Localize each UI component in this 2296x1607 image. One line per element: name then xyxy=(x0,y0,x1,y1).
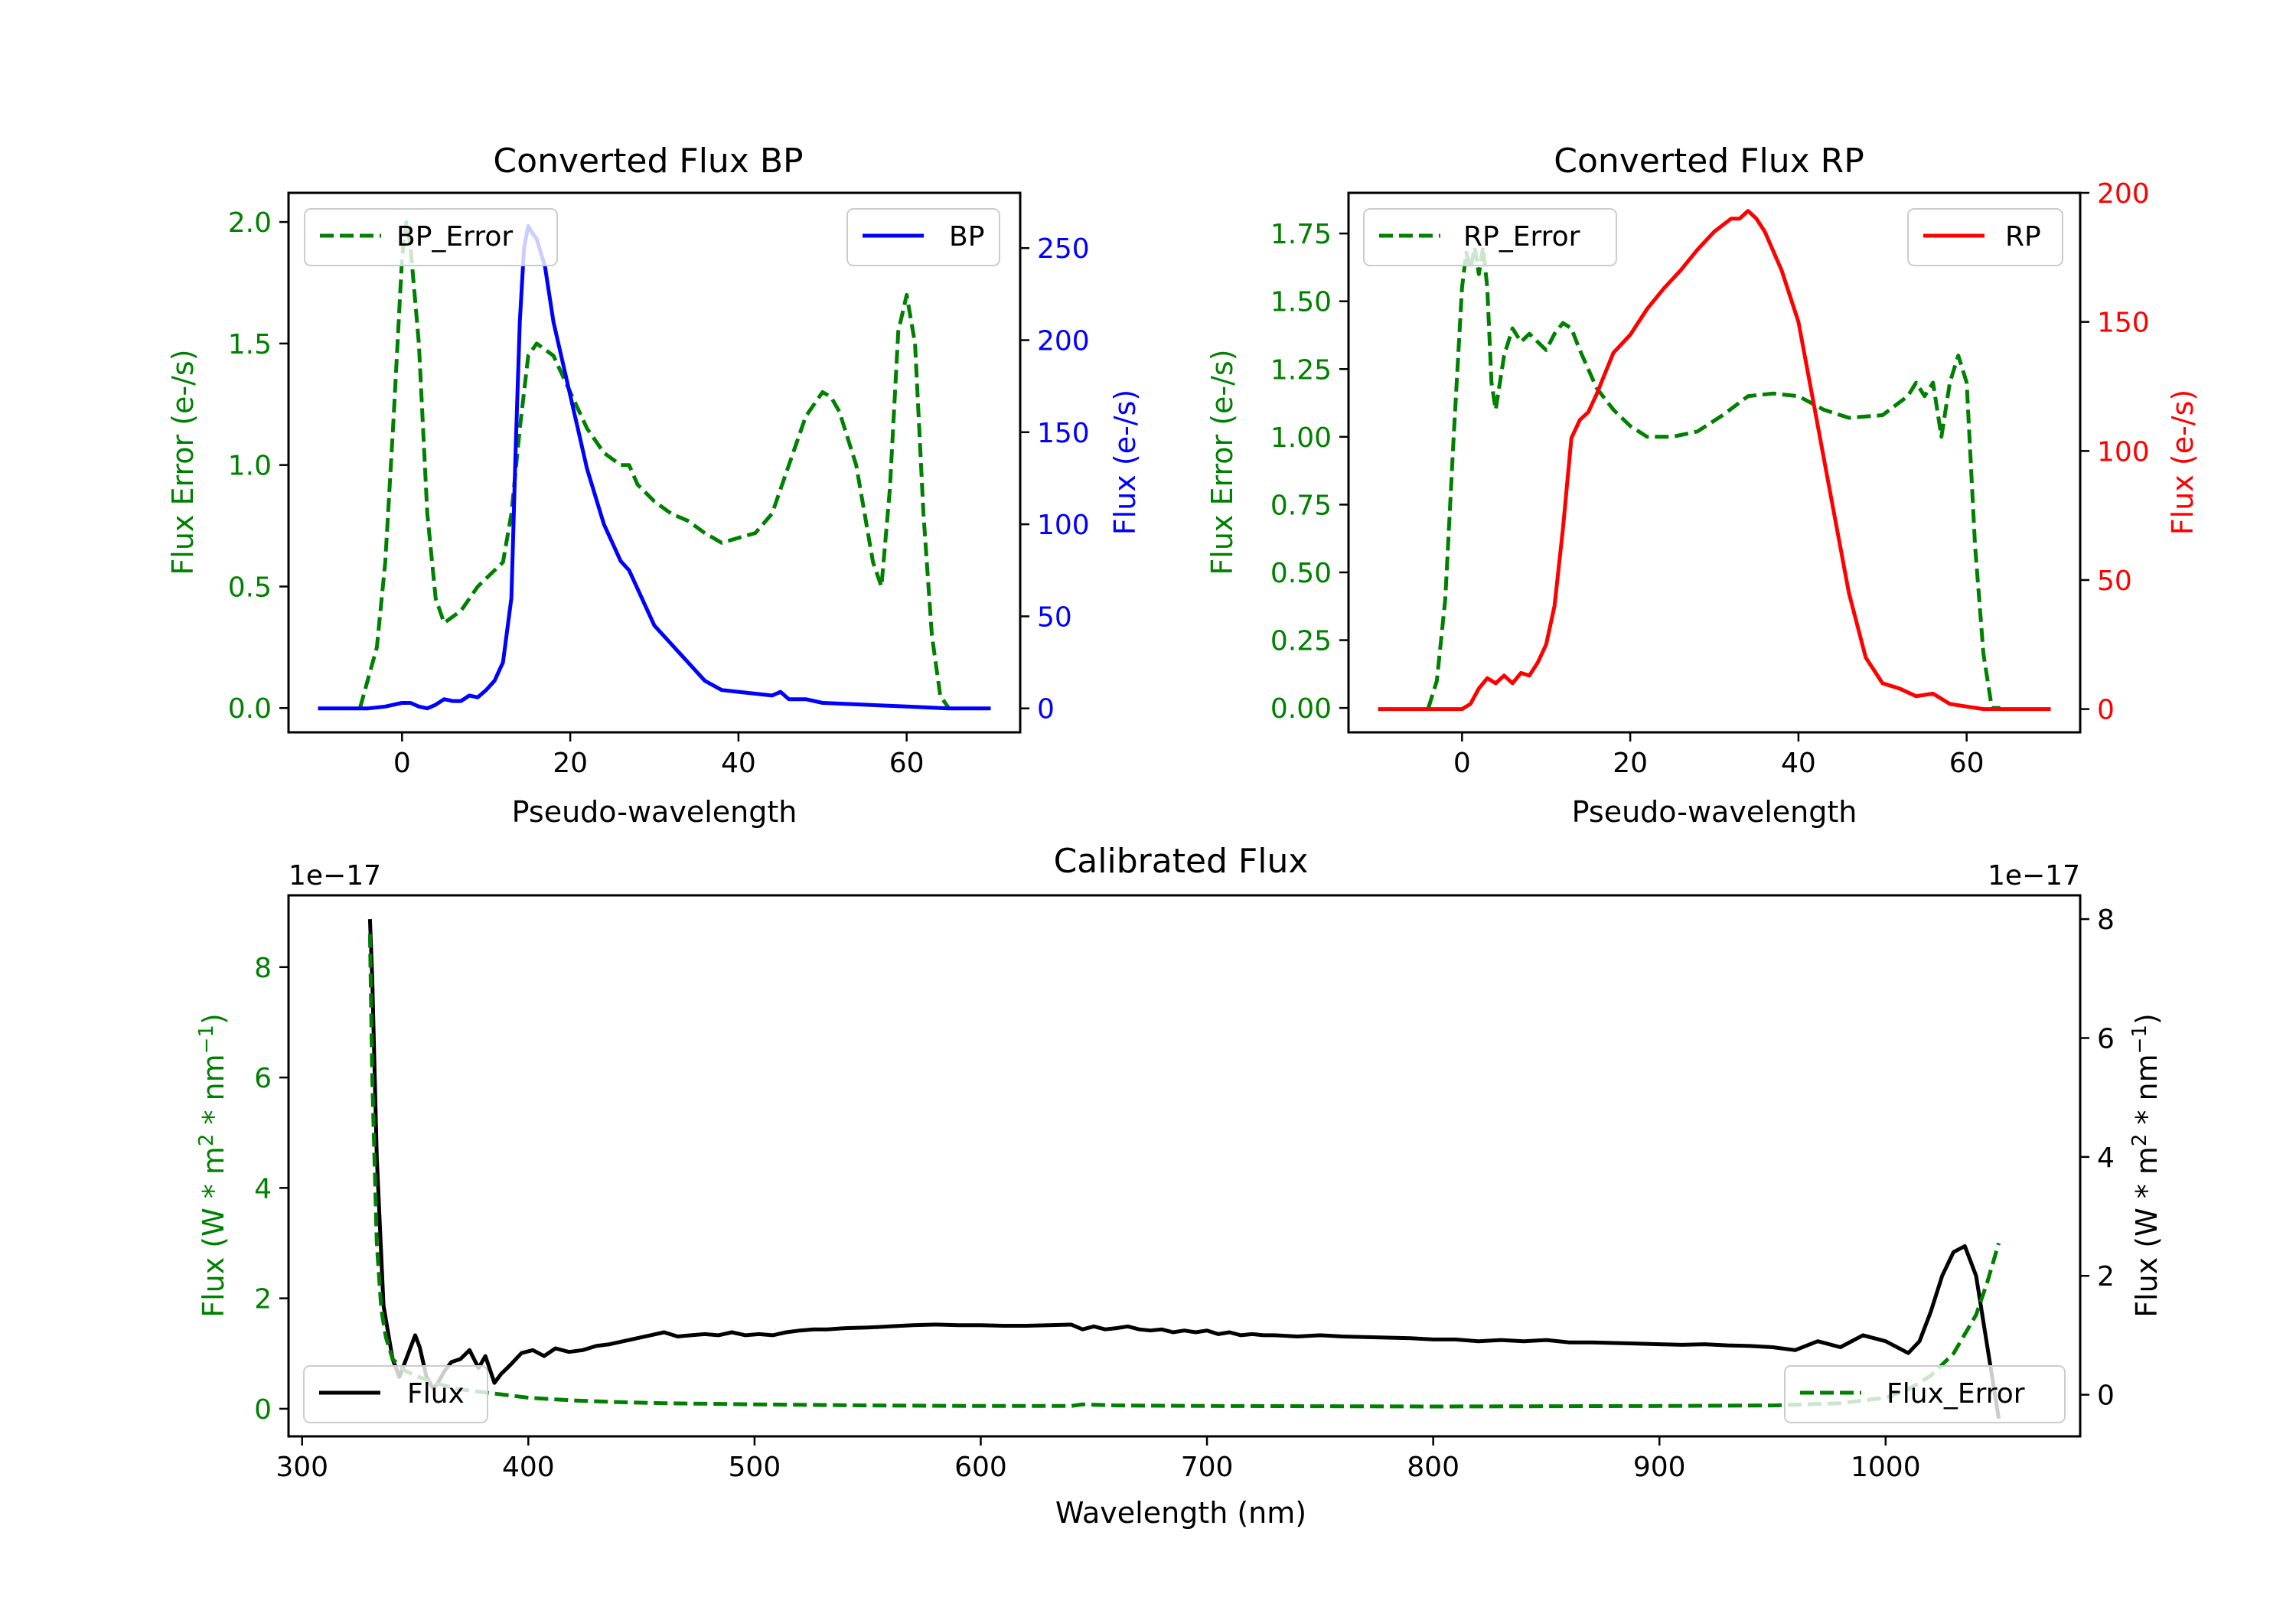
calibrated-series-flux-line xyxy=(367,919,2001,1420)
bp-right-y-tick-label: 100 xyxy=(1037,510,1090,541)
calibrated-right-y-tick-label: 4 xyxy=(2097,1143,2115,1174)
calibrated-left-y-tick-label: 0 xyxy=(254,1394,272,1426)
calibrated-left-y-tick-label: 8 xyxy=(254,953,272,984)
rp-x-tick-label: 40 xyxy=(1781,748,1816,779)
calibrated-x-tick-label: 800 xyxy=(1407,1452,1459,1483)
calibrated-x-tick-label: 1000 xyxy=(1851,1452,1921,1483)
flux-error-legend-label: Flux_Error xyxy=(1887,1378,2025,1410)
bp-right-y-tick-label: 200 xyxy=(1037,325,1090,357)
rp-chart-title: Converted Flux RP xyxy=(1554,142,1864,181)
rp-x-axis-label: Pseudo-wavelength xyxy=(1572,795,1857,829)
calibrated-x-tick-label: 900 xyxy=(1633,1452,1686,1483)
bp-right-y-tick-label: 50 xyxy=(1037,601,1072,633)
bp-right-y-tick-label: 150 xyxy=(1037,418,1090,449)
calibrated-right-y-tick-label: 0 xyxy=(2097,1380,2115,1412)
bp-left-y-tick-label: 1.5 xyxy=(228,329,272,360)
bp-left-y-axis-label: Flux Error (e-/s) xyxy=(166,349,200,575)
calibrated-x-tick-label: 600 xyxy=(954,1452,1007,1483)
bp-legend-label: BP xyxy=(949,221,984,253)
calibrated-right-y-axis-label: Flux (W * m2 * nm−1) xyxy=(2128,1013,2164,1318)
calibrated-left-y-tick-label: 2 xyxy=(254,1284,272,1315)
rp-right-y-tick-label: 0 xyxy=(2097,695,2115,726)
rp-series-rp-error-line xyxy=(1427,245,2001,710)
calibrated-right-offset-label: 1e−17 xyxy=(1988,860,2080,892)
bp-chart-title: Converted Flux BP xyxy=(493,142,803,181)
calibrated-left-offset-label: 1e−17 xyxy=(289,860,381,892)
rp-right-y-axis-label: Flux (e-/s) xyxy=(2166,390,2200,535)
rp-left-y-tick-label: 1.50 xyxy=(1270,287,1332,318)
bp-x-tick-label: 20 xyxy=(553,748,588,779)
rp-left-y-tick-label: 0.75 xyxy=(1270,490,1332,521)
bp-right-y-axis-label: Flux (e-/s) xyxy=(1108,390,1142,535)
flux-legend: Flux xyxy=(303,1365,488,1423)
rp-left-y-tick-label: 1.00 xyxy=(1270,422,1332,454)
calibrated-right-y-tick-label: 2 xyxy=(2097,1261,2115,1292)
bp-right-y-tick-label: 250 xyxy=(1037,233,1090,265)
calibrated-x-tick-label: 700 xyxy=(1181,1452,1234,1483)
flux-error-legend: Flux_Error xyxy=(1784,1365,2066,1423)
rp-x-tick-label: 20 xyxy=(1613,748,1648,779)
rp-error-legend-label: RP_Error xyxy=(1463,221,1580,253)
bp-legend: BP xyxy=(846,208,1000,266)
bp-x-tick-label: 0 xyxy=(393,748,411,779)
bp-left-y-tick-label: 0.5 xyxy=(228,572,272,603)
rp-plot-frame xyxy=(1347,191,2082,734)
rp-legend-label: RP xyxy=(2005,221,2041,253)
rp-right-y-tick-label: 200 xyxy=(2097,178,2150,210)
bp-error-legend: BP_Error xyxy=(304,208,558,266)
bp-right-y-tick-label: 0 xyxy=(1037,694,1055,725)
bp-left-y-tick-label: 1.0 xyxy=(228,451,272,482)
bp-series-bp-line xyxy=(318,223,991,711)
calibrated-left-y-axis-label: Flux (W * m2 * nm−1) xyxy=(195,1013,230,1318)
rp-x-tick-label: 0 xyxy=(1453,748,1471,779)
bp-series-bp-error-line xyxy=(357,220,951,709)
bp-panel: Converted Flux BP 0 20 40 60 0.0 0.5 1.0 1.5 2.0… xyxy=(166,142,1142,829)
rp-x-tick-label: 60 xyxy=(1949,748,1985,779)
calibrated-right-y-tick-label: 6 xyxy=(2097,1023,2115,1054)
calibrated-plot-frame xyxy=(287,894,2082,1438)
rp-right-y-tick-label: 100 xyxy=(2097,436,2150,468)
calibrated-left-y-tick-label: 6 xyxy=(254,1063,272,1094)
rp-right-y-tick-label: 150 xyxy=(2097,308,2150,339)
rp-left-y-tick-label: 0.50 xyxy=(1270,558,1332,589)
bp-left-y-tick-label: 2.0 xyxy=(228,207,272,239)
rp-right-y-tick-label: 50 xyxy=(2097,566,2132,597)
rp-left-y-tick-label: 1.75 xyxy=(1270,219,1332,250)
bp-x-tick-label: 40 xyxy=(721,748,756,779)
calibrated-series-flux-error-line xyxy=(367,934,2001,1409)
bp-plot-frame xyxy=(287,191,1022,734)
bp-left-y-tick-label: 0.0 xyxy=(228,693,272,725)
calibrated-panel: Calibrated Flux 1e−17 1e−17 300 400 500 600… xyxy=(195,842,2164,1530)
calibrated-x-tick-label: 400 xyxy=(502,1452,555,1483)
calibrated-x-tick-label: 500 xyxy=(729,1452,781,1483)
bp-x-tick-label: 60 xyxy=(889,748,925,779)
rp-left-y-tick-label: 0.00 xyxy=(1270,693,1332,725)
calibrated-left-y-tick-label: 4 xyxy=(254,1173,272,1204)
rp-panel: Converted Flux RP 0 20 40 60 0.00 0.25 0.50 0.7… xyxy=(1205,142,2200,829)
rp-error-legend: RP_Error xyxy=(1363,208,1617,266)
bp-x-axis-label: Pseudo-wavelength xyxy=(512,795,797,829)
rp-left-y-axis-label: Flux Error (e-/s) xyxy=(1205,349,1239,575)
rp-left-y-tick-label: 0.25 xyxy=(1270,626,1332,657)
bp-error-legend-label: BP_Error xyxy=(396,221,513,253)
rp-series-rp-line xyxy=(1378,209,2051,712)
calibrated-chart-title: Calibrated Flux xyxy=(1054,842,1309,881)
calibrated-x-tick-label: 300 xyxy=(276,1452,328,1483)
calibrated-right-y-tick-label: 8 xyxy=(2097,905,2115,936)
rp-legend: RP xyxy=(1907,208,2063,266)
rp-left-y-tick-label: 1.25 xyxy=(1270,354,1332,386)
calibrated-x-axis-label: Wavelength (nm) xyxy=(1055,1496,1306,1530)
flux-legend-label: Flux xyxy=(407,1378,465,1410)
